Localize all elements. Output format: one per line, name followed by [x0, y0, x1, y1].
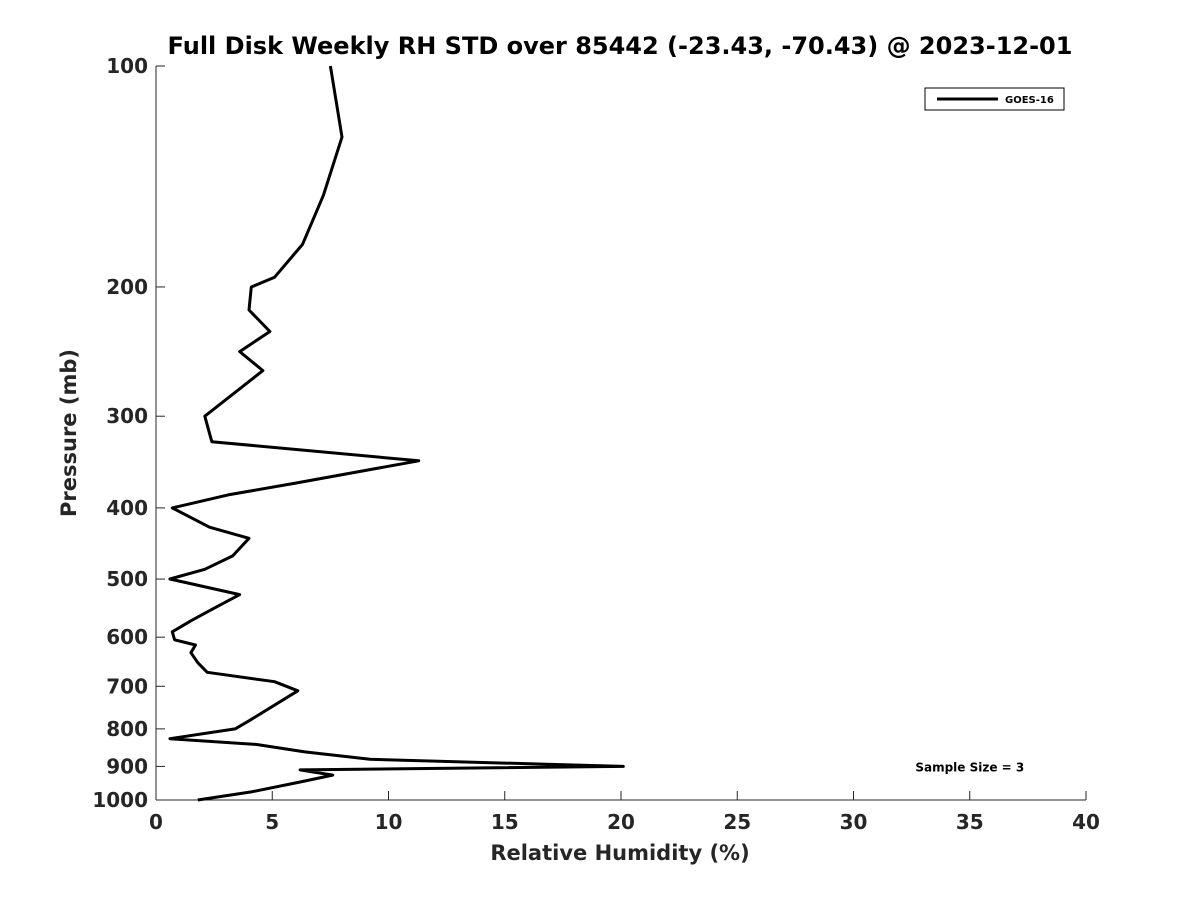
y-tick-label: 900 [106, 754, 148, 778]
y-tick-label: 200 [106, 275, 148, 299]
x-tick-label: 0 [149, 810, 163, 834]
legend-label-goes-16: GOES-16 [1005, 95, 1054, 106]
series-layer [168, 65, 625, 802]
sample-size-annotation: Sample Size = 3 [915, 760, 1024, 774]
y-tick-label: 100 [106, 54, 148, 78]
x-tick-label: 40 [1072, 810, 1100, 834]
y-tick-label: 600 [106, 625, 148, 649]
x-tick-label: 5 [265, 810, 279, 834]
y-tick-label: 1000 [92, 788, 148, 812]
legend: GOES-16 [924, 87, 1065, 111]
x-axis-ticks: 0 5 10 15 20 25 30 35 40 [149, 791, 1100, 834]
x-tick-label: 10 [375, 810, 403, 834]
series-line-goes-16 [168, 65, 625, 802]
y-tick-label: 800 [106, 717, 148, 741]
y-tick-label: 500 [106, 567, 148, 591]
y-tick-label: 300 [106, 404, 148, 428]
x-tick-label: 25 [723, 810, 751, 834]
y-tick-label: 700 [106, 674, 148, 698]
x-tick-label: 20 [607, 810, 635, 834]
x-axis-label: Relative Humidity (%) [490, 841, 749, 865]
y-axis-ticks: 100 200 300 400 500 600 700 800 900 1000 [92, 54, 165, 812]
x-tick-label: 35 [956, 810, 984, 834]
y-axis-label: Pressure (mb) [57, 349, 81, 517]
chart-title: Full Disk Weekly RH STD over 85442 (-23.… [168, 32, 1073, 60]
x-tick-label: 30 [840, 810, 868, 834]
x-tick-label: 15 [491, 810, 519, 834]
y-tick-label: 400 [106, 496, 148, 520]
